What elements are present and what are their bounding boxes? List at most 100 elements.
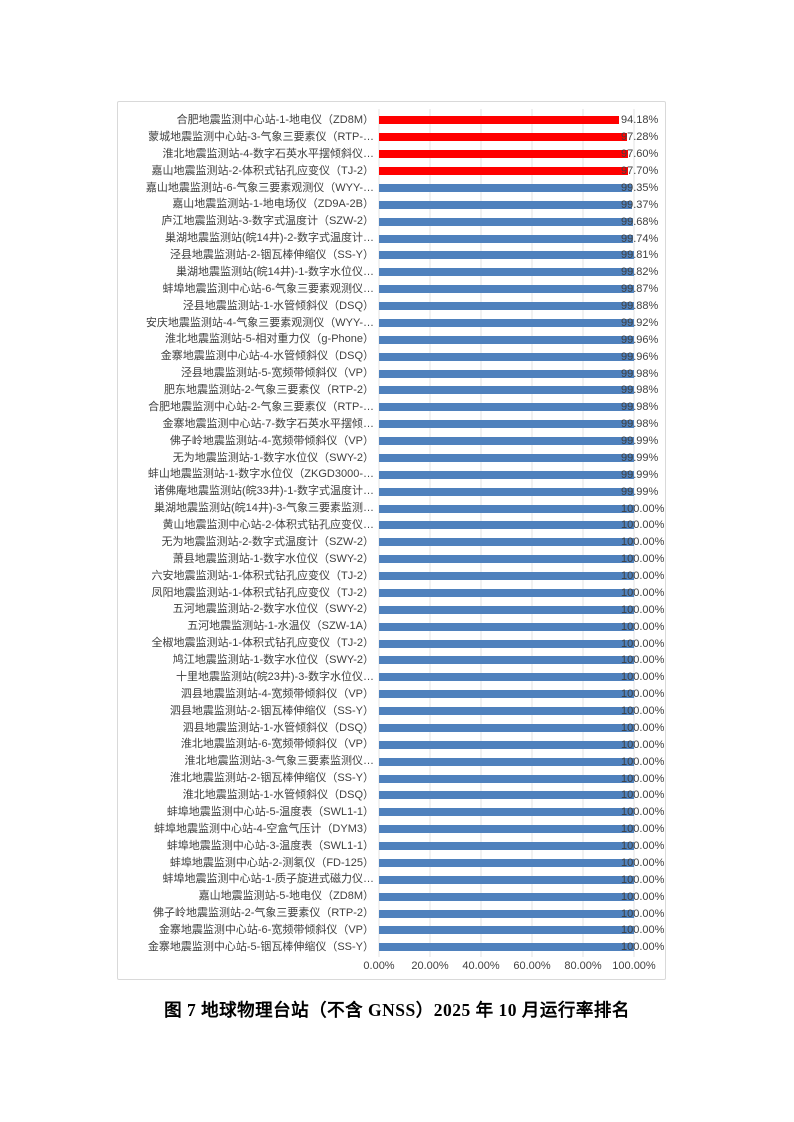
value-label: 99.99% [621,485,659,498]
category-label: 淮北地震监测站-4-数字石英水平摆倾斜仪… [162,147,374,160]
bar-track: 100.00% [379,500,664,517]
category-label: 无为地震监测站-1-数字水位仪（SWY-2） [172,451,374,464]
chart-row: 淮北地震监测站-6-宽频带倾斜仪（VP） 100.00% [118,736,665,753]
chart-row: 淮北地震监测站-4-数字石英水平摆倾斜仪… 97.60% [118,146,659,163]
category-label: 泗县地震监测站-4-宽频带倾斜仪（VP） [180,687,374,700]
value-label: 100.00% [621,789,665,802]
value-label: 100.00% [621,671,665,684]
value-label: 97.60% [621,148,659,161]
value-label: 100.00% [621,823,665,836]
category-label: 佛子岭地震监测站-4-宽频带倾斜仪（VP） [169,434,374,447]
category-label: 淮北地震监测站-1-水管倾斜仪（DSQ） [182,789,374,801]
bar-track: 99.96% [379,348,658,365]
category-label: 金寨地震监测中心站-5-铟瓦棒伸缩仪（SS-Y） [147,940,374,953]
bar-track: 99.99% [379,466,658,483]
category-label: 泗县地震监测站-2-铟瓦棒伸缩仪（SS-Y） [169,704,374,717]
chart-row: 巢湖地震监测站(皖14井)-3-气象三要素监测… 100.00% [118,500,664,517]
category-label: 巢湖地震监测站(皖14井)-2-数字式温度计… [164,232,374,245]
bar-track: 99.35% [379,180,658,197]
operation-rate-bar-chart[interactable]: 合肥地震监测中心站-1-地电仪（ZD8M） 94.18% 蒙城地震监测中心站-3… [117,101,666,980]
bar [379,656,634,665]
category-label: 无为地震监测站-2-数字式温度计（SZW-2） [161,535,374,548]
category-label: 蚌埠地震监测中心站-1-质子旋进式磁力仪… [162,873,374,886]
chart-row: 佛子岭地震监测站-4-宽频带倾斜仪（VP） 99.99% [118,433,658,450]
bar-track: 99.99% [379,433,658,450]
bar-track: 100.00% [379,753,664,770]
chart-row: 无为地震监测站-2-数字式温度计（SZW-2） 100.00% [118,534,665,551]
value-label: 99.98% [621,367,659,380]
bar-track: 99.99% [379,483,658,500]
bar-track: 100.00% [379,720,664,737]
bar [379,723,634,732]
bar [379,487,634,496]
bar-track: 100.00% [379,770,664,787]
x-axis: 0.00% 20.00% 40.00% 60.00% 80.00% 100.00% [363,960,655,976]
value-label: 100.00% [621,806,665,819]
category-label: 蚌埠地震监测中心站-5-温度表（SWL1-1） [166,805,374,818]
value-label: 100.00% [621,721,665,734]
bar [379,538,634,547]
category-label: 金寨地震监测中心站-6-宽频带倾斜仪（VP） [158,924,374,936]
bar-track: 100.00% [379,652,664,669]
bar-track: 99.37% [379,196,658,213]
plot-rows: 合肥地震监测中心站-1-地电仪（ZD8M） 94.18% 蒙城地震监测中心站-3… [118,112,665,956]
value-label: 100.00% [621,907,665,920]
value-label: 99.81% [621,249,659,262]
category-label: 泗县地震监测站-1-水管倾斜仪（DSQ） [182,721,374,734]
category-label: 十里地震监测站(皖23井)-3-数字水位仪… [175,670,374,683]
value-label: 99.98% [621,384,659,397]
bar-track: 100.00% [379,517,664,534]
chart-row: 泾县地震监测站-2-铟瓦棒伸缩仪（SS-Y） 99.81% [118,247,658,264]
bar-track: 99.68% [379,213,658,230]
bar [379,842,634,851]
bar [379,909,634,918]
bar-track: 97.28% [379,129,658,146]
value-label: 100.00% [621,856,665,869]
chart-row: 金寨地震监测中心站-5-铟瓦棒伸缩仪（SS-Y） 100.00% [118,939,665,956]
bar-track: 99.81% [379,247,658,264]
value-label: 99.37% [621,198,659,211]
chart-row: 合肥地震监测中心站-2-气象三要素仪（RTP-… 99.98% [118,399,658,416]
chart-row: 蚌埠地震监测中心站-4-空盒气压计（DYM3） 100.00% [118,821,664,838]
category-label: 巢湖地震监测站(皖14井)-1-数字水位仪… [175,265,374,278]
bar-track: 99.99% [379,450,658,467]
category-label: 六安地震监测站-1-体积式钻孔应变仪（TJ-2） [151,569,374,582]
chart-row: 泗县地震监测站-2-铟瓦棒伸缩仪（SS-Y） 100.00% [118,703,665,720]
bar [379,690,634,699]
bar [379,453,634,462]
bar-track: 100.00% [379,922,664,939]
x-axis-tick-label: 40.00% [462,960,500,972]
bar-track: 99.98% [379,365,658,382]
chart-row: 五河地震监测站-1-水温仪（SZW-1A） 100.00% [118,618,664,635]
category-label: 嘉山地震监测站-6-气象三要素观测仪（WYY-… [145,181,374,194]
bar-track: 100.00% [379,855,664,872]
chart-row: 嘉山地震监测站-6-气象三要素观测仪（WYY-… 99.35% [118,180,658,197]
bar-track: 100.00% [379,669,664,686]
category-label: 淮北地震监测站-6-宽频带倾斜仪（VP） [180,738,374,751]
value-label: 97.70% [621,165,659,178]
gridline [480,109,482,957]
bar [379,268,634,277]
bar [379,757,634,766]
chart-row: 蚌埠地震监测中心站-5-温度表（SWL1-1） 100.00% [118,804,665,821]
chart-row: 庐江地震监测站-3-数字式温度计（SZW-2） 99.68% [118,213,659,230]
bar [379,808,634,817]
category-label: 肥东地震监测站-2-气象三要素仪（RTP-2） [163,384,374,396]
value-label: 99.99% [621,468,659,481]
x-axis-tick-label: 80.00% [564,960,602,972]
chart-row: 淮北地震监测站-3-气象三要素监测仪… 100.00% [118,753,665,770]
bar-track: 99.98% [379,399,658,416]
value-label: 99.99% [621,451,659,464]
chart-row: 五河地震监测站-2-数字水位仪（SWY-2） 100.00% [118,601,665,618]
bar [379,639,634,648]
category-label: 泾县地震监测站-1-水管倾斜仪（DSQ） [182,299,374,312]
category-label: 蚌山地震监测站-1-数字水位仪（ZKGD3000-… [147,468,374,481]
bar [379,116,620,125]
gridline [429,109,431,957]
value-label: 99.68% [621,215,659,228]
value-label: 100.00% [621,772,665,785]
bar-track: 100.00% [379,821,664,838]
category-label: 巢湖地震监测站(皖14井)-3-气象三要素监测… [153,502,374,515]
bar-track: 100.00% [379,736,664,753]
